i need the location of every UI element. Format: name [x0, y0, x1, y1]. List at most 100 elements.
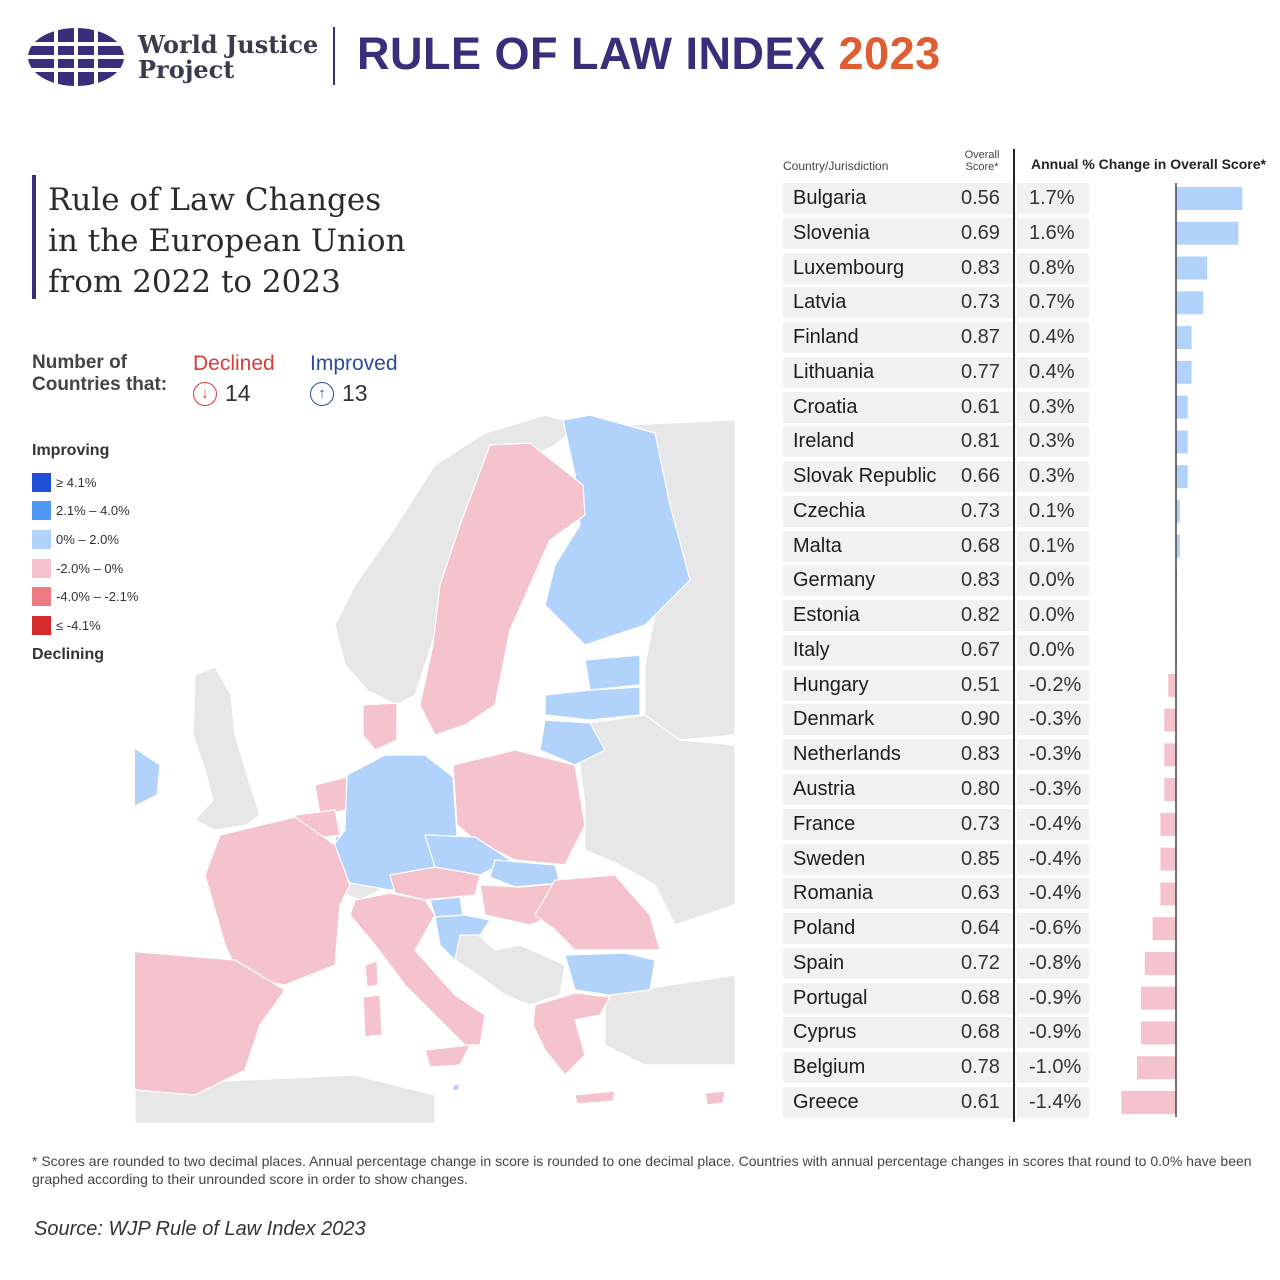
table-row: Greece 0.61 -1.4% [783, 1085, 1263, 1120]
country-name: Netherlands [793, 743, 901, 766]
country-name: Malta [793, 534, 842, 557]
change-bar [1176, 326, 1192, 350]
overall-score: 0.87 [961, 326, 1000, 349]
legend-label: -4.0% – -2.1% [56, 589, 139, 605]
overall-score: 0.67 [961, 638, 1000, 661]
table-row: Finland 0.87 0.4% [783, 320, 1263, 355]
overall-score: 0.73 [961, 499, 1000, 522]
table-row: Belgium 0.78 -1.0% [783, 1050, 1263, 1085]
change-bar [1168, 673, 1176, 697]
country-cell [783, 252, 1013, 284]
map-region-greece [532, 992, 611, 1076]
org-name: World Justice Project [138, 32, 328, 82]
overall-score: 0.83 [961, 256, 1000, 279]
map-region-romania [534, 874, 661, 951]
change-label: -0.8% [1029, 951, 1082, 974]
country-name: Germany [793, 569, 876, 592]
country-name: Ireland [793, 430, 855, 453]
improved-count: 13 [342, 380, 368, 406]
country-name: Finland [793, 326, 859, 349]
map-region-lithuania [539, 719, 606, 766]
change-bar-chart [1121, 183, 1243, 1117]
legend-item: ≥ 4.1% [32, 468, 192, 497]
change-label: 1.7% [1029, 187, 1075, 209]
change-cell [1017, 843, 1089, 875]
legend-swatch [32, 501, 51, 521]
legend-items: ≥ 4.1% 2.1% – 4.0% 0% – 2.0% -2.0% – 0% -4.0… [32, 468, 192, 640]
country-cell [783, 878, 1013, 910]
legend-label: 0% – 2.0% [56, 531, 119, 547]
map-region-latvia [544, 686, 641, 721]
change-cell [1017, 530, 1089, 562]
map-region-corsica [364, 960, 379, 988]
table-row: Austria 0.80 -0.3% [783, 772, 1263, 807]
header-country: Country/Jurisdiction [783, 159, 889, 173]
table-row: Hungary 0.51 -0.2% [783, 668, 1263, 703]
country-cell [783, 739, 1013, 771]
change-bar [1176, 360, 1192, 384]
header-score-line2: Score* [965, 161, 999, 173]
change-label: -0.3% [1029, 708, 1082, 731]
table-row: Czechia 0.73 0.1% [783, 494, 1263, 529]
country-cell [783, 1086, 1013, 1118]
country-cell [783, 565, 1013, 597]
legend-swatch [32, 529, 51, 549]
legend-improving-label: Improving [32, 442, 110, 459]
table-row: Latvia 0.73 0.7% [783, 285, 1263, 320]
map-region-malta [452, 1083, 460, 1092]
overall-score: 0.63 [961, 882, 1000, 905]
declined-count-block: Declined ↓ 14 [193, 352, 275, 407]
map-region-netherlands [314, 776, 348, 816]
table-row: Lithuania 0.77 0.4% [783, 355, 1263, 390]
change-bar [1164, 708, 1176, 732]
map-region-croatia [434, 914, 491, 962]
legend: Improving ≥ 4.1% 2.1% – 4.0% 0% – 2.0% -2.0… [32, 442, 192, 664]
country-cell [783, 913, 1013, 945]
change-label: 0.1% [1029, 534, 1075, 557]
header: World Justice Project RULE OF LAW INDEX … [0, 0, 1280, 110]
table-rows: Bulgaria 0.56 1.7% Slovenia 0.69 1.6% Luxembou… [783, 181, 1263, 1120]
country-name: Bulgaria [793, 187, 867, 209]
change-cell [1017, 287, 1089, 319]
overall-score: 0.80 [961, 778, 1000, 801]
overall-score: 0.68 [961, 986, 1000, 1009]
legend-item: 2.1% – 4.0% [32, 497, 192, 526]
map-region-bulgaria [564, 952, 656, 996]
change-bar [1176, 256, 1208, 280]
globe-grid-icon [28, 26, 124, 88]
map-region-turkey [604, 974, 735, 1066]
country-cell [783, 600, 1013, 632]
change-cell [1017, 1086, 1089, 1118]
org-name-line1: World Justice [138, 30, 319, 59]
change-cell [1017, 704, 1089, 736]
country-cell [783, 982, 1013, 1014]
country-name: Cyprus [793, 1021, 857, 1044]
map-region-belarus-ukraine [574, 714, 735, 926]
change-cell [1017, 322, 1089, 354]
change-label: -0.2% [1029, 673, 1082, 696]
change-bar [1121, 1091, 1176, 1115]
change-label: 0.3% [1029, 430, 1075, 453]
map-title-line1: Rule of Law Changes [48, 182, 382, 218]
table-row: Croatia 0.61 0.3% [783, 390, 1263, 425]
legend-item: 0% – 2.0% [32, 525, 192, 554]
change-cell [1017, 808, 1089, 840]
change-cell [1017, 391, 1089, 423]
change-label: -0.4% [1029, 847, 1082, 870]
change-bar [1140, 986, 1176, 1010]
change-bar [1176, 395, 1188, 419]
legend-item: -2.0% – 0% [32, 554, 192, 583]
map-title-line2: in the European Union [48, 223, 406, 259]
country-name: Denmark [793, 708, 875, 731]
change-cell [1017, 878, 1089, 910]
overall-score: 0.78 [961, 1056, 1000, 1079]
legend-swatch [32, 615, 51, 635]
change-bar [1176, 534, 1180, 558]
change-cell [1017, 1017, 1089, 1049]
overall-score: 0.83 [961, 569, 1000, 592]
map-region-spain [135, 951, 286, 1096]
table-row: Romania 0.63 -0.4% [783, 876, 1263, 911]
title-accent-bar [32, 175, 36, 299]
change-cell [1017, 183, 1089, 214]
change-bar [1140, 1021, 1176, 1045]
